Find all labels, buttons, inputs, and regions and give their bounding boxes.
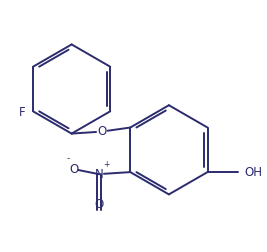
Text: F: F [19,106,26,119]
Text: -: - [66,154,69,164]
Text: N: N [95,168,103,181]
Text: +: + [103,160,110,169]
Text: O: O [97,125,107,138]
Text: OH: OH [244,166,262,179]
Text: O: O [94,198,104,211]
Text: O: O [69,163,78,176]
